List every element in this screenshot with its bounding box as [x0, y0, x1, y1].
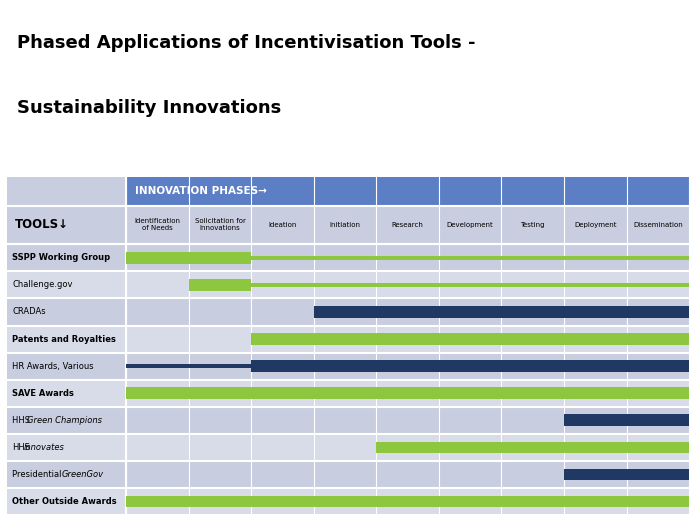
- Bar: [7, 326, 689, 353]
- Text: Ideation: Ideation: [269, 222, 296, 228]
- Text: Development: Development: [447, 222, 493, 228]
- Text: INNOVATION PHASES→: INNOVATION PHASES→: [134, 186, 267, 196]
- Bar: [7, 461, 689, 488]
- Text: HHS: HHS: [13, 415, 33, 425]
- Text: Deployment: Deployment: [574, 222, 617, 228]
- Bar: [377, 205, 439, 244]
- Bar: [7, 205, 126, 244]
- Text: CRADAs: CRADAs: [13, 307, 46, 317]
- Bar: [189, 205, 251, 244]
- Bar: [626, 205, 689, 244]
- Bar: [7, 244, 689, 271]
- Text: Research: Research: [392, 222, 424, 228]
- Text: Dissemination: Dissemination: [633, 222, 683, 228]
- Bar: [439, 205, 501, 244]
- Bar: [7, 434, 689, 461]
- Bar: [251, 256, 689, 259]
- Bar: [7, 298, 689, 326]
- Bar: [564, 414, 689, 426]
- Bar: [7, 271, 689, 298]
- Bar: [126, 365, 251, 368]
- Text: GreenGov: GreenGov: [61, 470, 103, 479]
- Bar: [314, 205, 377, 244]
- Bar: [7, 380, 689, 407]
- Text: Solicitation for
Innovations: Solicitation for Innovations: [195, 218, 246, 231]
- Text: Phased Applications of Incentivisation Tools -: Phased Applications of Incentivisation T…: [17, 34, 475, 52]
- Text: Presidential: Presidential: [13, 470, 65, 479]
- Bar: [126, 496, 689, 507]
- Bar: [251, 360, 689, 372]
- Text: HR Awards, Various: HR Awards, Various: [13, 361, 94, 371]
- Text: TOOLS↓: TOOLS↓: [15, 218, 69, 231]
- Text: Sustainability Innovations: Sustainability Innovations: [17, 99, 281, 116]
- Text: Initiation: Initiation: [330, 222, 361, 228]
- Text: Testing: Testing: [521, 222, 545, 228]
- Bar: [251, 205, 314, 244]
- Bar: [377, 441, 689, 453]
- Bar: [126, 177, 689, 205]
- Text: Identification
of Needs: Identification of Needs: [134, 218, 180, 231]
- Text: SSPP Working Group: SSPP Working Group: [13, 253, 111, 263]
- Text: Green Champions: Green Champions: [27, 415, 102, 425]
- Bar: [314, 306, 689, 318]
- Bar: [501, 205, 564, 244]
- Bar: [7, 407, 689, 434]
- Text: Patents and Royalties: Patents and Royalties: [13, 334, 116, 344]
- Bar: [564, 205, 626, 244]
- Text: SAVE Awards: SAVE Awards: [13, 388, 74, 398]
- Bar: [189, 279, 251, 291]
- Bar: [126, 252, 251, 264]
- Bar: [251, 283, 689, 287]
- Text: innovates: innovates: [24, 443, 65, 452]
- Bar: [251, 333, 689, 345]
- Bar: [7, 177, 126, 205]
- Bar: [7, 353, 689, 380]
- Bar: [7, 488, 689, 515]
- Text: Challenge.gov: Challenge.gov: [13, 280, 73, 290]
- Text: HHS: HHS: [13, 443, 31, 452]
- Text: Other Outside Awards: Other Outside Awards: [13, 497, 117, 506]
- Bar: [564, 469, 689, 480]
- Bar: [126, 387, 689, 399]
- Bar: [126, 205, 189, 244]
